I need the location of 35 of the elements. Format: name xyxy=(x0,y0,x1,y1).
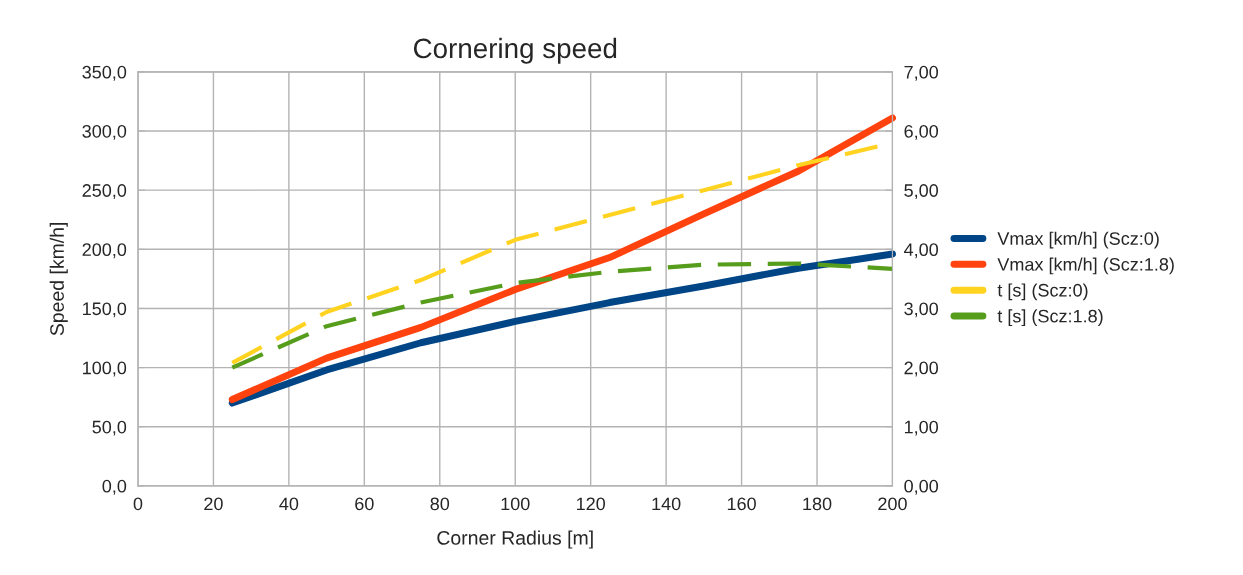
x-tick-label: 100 xyxy=(501,497,530,511)
x-tick-label: 80 xyxy=(430,497,450,511)
x-tick-label: 140 xyxy=(652,497,681,511)
y-tick-label: 0,0 xyxy=(102,479,127,495)
y2-tick-label: 2,00 xyxy=(904,361,939,377)
x-tick-label: 180 xyxy=(803,497,832,511)
y-axis-title: Speed [km/h] xyxy=(49,222,68,336)
line-series xyxy=(230,261,895,370)
x-tick-label: 200 xyxy=(878,497,907,511)
y-tick-label: 250,0 xyxy=(82,184,127,200)
y2-tick-label: 7,00 xyxy=(904,65,939,81)
legend-label: Vmax [km/h] (Scz:1.8) xyxy=(997,257,1174,275)
legend-label: Vmax [km/h] (Scz:0) xyxy=(997,231,1159,249)
chart-title: Cornering speed xyxy=(413,37,617,64)
y2-tick-label: 5,00 xyxy=(904,184,939,200)
y2-tick-label: 4,00 xyxy=(904,243,939,259)
y2-tick-label: 0,00 xyxy=(904,479,939,495)
legend-label: t [s] (Scz:0) xyxy=(997,283,1088,301)
x-tick-label: 40 xyxy=(279,497,299,511)
y-tick-label: 150,0 xyxy=(83,302,127,318)
legend-label: t [s] (Scz:1.8) xyxy=(997,309,1103,327)
y-tick-label: 50,0 xyxy=(92,420,127,436)
y-tick-label: 100,0 xyxy=(83,361,127,377)
y-tick-label: 350,0 xyxy=(82,65,127,81)
y2-tick-label: 6,00 xyxy=(904,124,939,140)
y-tick-label: 300,0 xyxy=(82,124,127,140)
y2-tick-label: 3,00 xyxy=(904,302,939,318)
x-tick-label: 60 xyxy=(355,497,374,511)
y-tick-label: 200,0 xyxy=(82,243,127,259)
y2-tick-label: 1,00 xyxy=(904,420,939,436)
x-tick-label: 0 xyxy=(133,497,143,511)
x-tick-label: 20 xyxy=(204,497,223,511)
x-tick-label: 120 xyxy=(576,497,606,511)
x-axis-title: Corner Radius [m] xyxy=(437,530,593,549)
x-tick-label: 160 xyxy=(727,497,756,511)
